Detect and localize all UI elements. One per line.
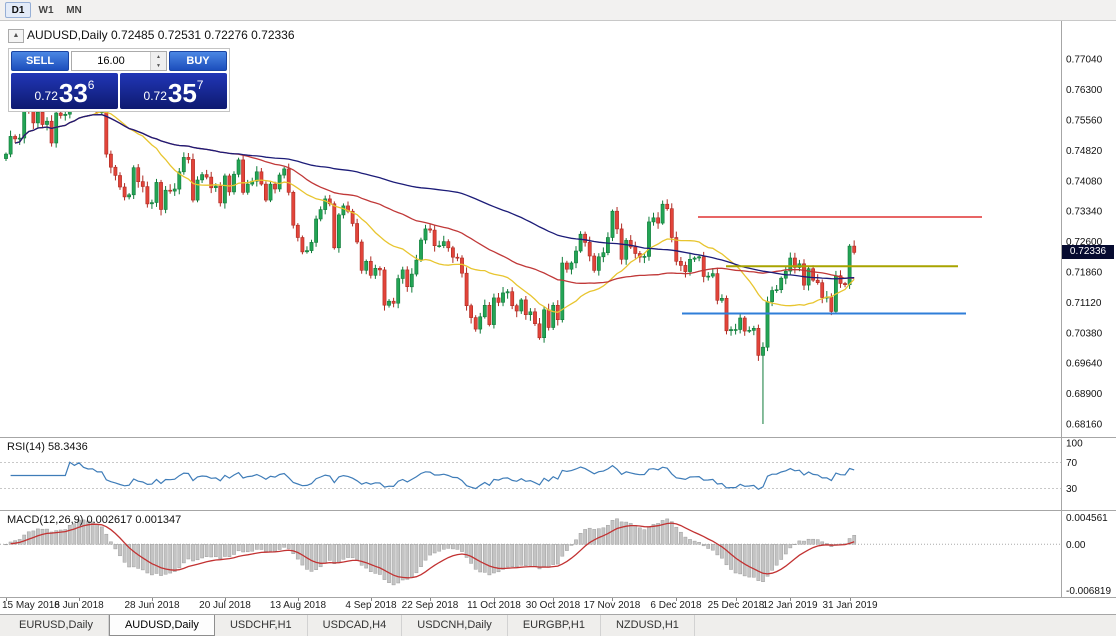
price-axis-label: 0.68160 bbox=[1066, 419, 1103, 430]
date-axis-label: 28 Jun 2018 bbox=[124, 600, 180, 611]
price-axis-label: 0.77040 bbox=[1066, 55, 1103, 66]
ma-slow-navy bbox=[14, 114, 855, 280]
date-axis[interactable]: 15 May 2018 6 Jun 2018 28 Jun 2018 20 Jul 2… bbox=[0, 597, 1116, 614]
tab-usdcnh-daily[interactable]: USDCNH,Daily bbox=[402, 615, 508, 636]
date-axis-label: 25 Dec 2018 bbox=[707, 600, 765, 611]
tab-usdchf-h1[interactable]: USDCHF,H1 bbox=[215, 615, 308, 636]
date-axis-label: 22 Sep 2018 bbox=[401, 600, 459, 611]
candlesticks bbox=[4, 70, 857, 424]
buy-price-pips: 35 bbox=[167, 78, 197, 108]
date-axis-label: 4 Sep 2018 bbox=[345, 600, 397, 611]
date-axis-label: 6 Dec 2018 bbox=[650, 600, 702, 611]
ma-fast-yellow bbox=[14, 110, 855, 313]
date-tick bbox=[790, 598, 791, 601]
rsi-axis-label: 100 bbox=[1066, 439, 1083, 450]
date-tick bbox=[736, 598, 737, 601]
timeframe-toolbar: D1 W1 MN bbox=[0, 0, 1116, 21]
sell-price-pips: 33 bbox=[58, 78, 88, 108]
timeframe-w1-button[interactable]: W1 bbox=[33, 2, 59, 18]
price-axis-label: 0.76300 bbox=[1066, 85, 1103, 96]
chart-title: AUDUSD,Daily 0.72485 0.72531 0.72276 0.7… bbox=[27, 28, 295, 42]
date-tick bbox=[298, 598, 299, 601]
date-axis-label: 31 Jan 2019 bbox=[822, 600, 878, 611]
ma-medium-red bbox=[14, 114, 855, 284]
date-tick bbox=[676, 598, 677, 601]
date-tick bbox=[494, 598, 495, 601]
date-tick bbox=[6, 598, 7, 601]
buy-price-display[interactable]: 0.72 35 7 bbox=[120, 73, 227, 109]
date-axis-label: 17 Nov 2018 bbox=[583, 600, 641, 611]
date-axis-label: 30 Oct 2018 bbox=[525, 600, 581, 611]
price-axis-label: 0.73340 bbox=[1066, 207, 1103, 218]
buy-price-point: 7 bbox=[196, 78, 204, 92]
sell-price-display[interactable]: 0.72 33 6 bbox=[11, 73, 118, 109]
buy-button[interactable]: BUY bbox=[169, 51, 227, 71]
timeframe-d1-button[interactable]: D1 bbox=[5, 2, 31, 18]
rsi-line bbox=[10, 461, 855, 491]
tab-eurgbp-h1[interactable]: EURGBP,H1 bbox=[508, 615, 601, 636]
price-chart-panel: 0.77040 0.76300 0.75560 0.74820 0.74080 0.733… bbox=[0, 21, 1116, 437]
lot-decrease-button[interactable]: ▼ bbox=[151, 61, 166, 70]
rsi-axis-label: 70 bbox=[1066, 458, 1078, 469]
rsi-label: RSI(14) 58.3436 bbox=[7, 441, 88, 453]
price-chart-canvas[interactable]: 0.77040 0.76300 0.75560 0.74820 0.74080 0.733… bbox=[0, 21, 1116, 437]
lot-size-input[interactable] bbox=[72, 52, 150, 70]
current-price-badge: 0.72336 bbox=[1062, 245, 1114, 259]
date-tick bbox=[371, 598, 372, 601]
one-click-trading-panel: SELL ▲ ▼ BUY 0.72 33 6 0.72 bbox=[8, 48, 230, 112]
tab-audusd-daily[interactable]: AUDUSD,Daily bbox=[108, 615, 215, 636]
price-axis-label: 0.69640 bbox=[1066, 359, 1103, 370]
macd-signal-line bbox=[10, 522, 855, 579]
price-axis-label: 0.74080 bbox=[1066, 176, 1103, 187]
buy-price-prefix: 0.72 bbox=[143, 89, 167, 103]
price-axis-label: 0.72600 bbox=[1066, 237, 1103, 248]
price-axis-label: 0.70380 bbox=[1066, 328, 1103, 339]
date-tick bbox=[850, 598, 851, 601]
lot-size-box: ▲ ▼ bbox=[71, 51, 167, 71]
date-tick bbox=[152, 598, 153, 601]
lot-spinner: ▲ ▼ bbox=[150, 52, 166, 70]
rsi-axis-label: 30 bbox=[1066, 484, 1078, 495]
date-axis-label: 12 Jan 2019 bbox=[762, 600, 818, 611]
macd-chart-canvas[interactable]: 0.004561 0.00 -0.006819 bbox=[0, 511, 1116, 597]
rsi-indicator-panel: 100 70 30 RSI(14) 58.3436 bbox=[0, 437, 1116, 510]
date-tick bbox=[612, 598, 613, 601]
sell-price-point: 6 bbox=[87, 78, 95, 92]
macd-label: MACD(12,26,9) 0.002617 0.001347 bbox=[7, 514, 182, 526]
date-tick bbox=[553, 598, 554, 601]
date-tick bbox=[225, 598, 226, 601]
chart-tab-bar: EURUSD,Daily AUDUSD,Daily USDCHF,H1 USDCAD,… bbox=[0, 614, 1116, 636]
tab-nzdusd-h1[interactable]: NZDUSD,H1 bbox=[601, 615, 695, 636]
price-axis-label: 0.71860 bbox=[1066, 267, 1103, 278]
date-tick bbox=[79, 598, 80, 601]
collapse-trading-panel-icon[interactable]: ▲ bbox=[8, 29, 24, 43]
date-axis-label: 6 Jun 2018 bbox=[54, 600, 104, 611]
tab-eurusd-daily[interactable]: EURUSD,Daily bbox=[4, 615, 109, 636]
date-axis-label: 15 May 2018 bbox=[2, 600, 60, 611]
date-axis-label: 13 Aug 2018 bbox=[269, 600, 327, 611]
date-axis-label: 20 Jul 2018 bbox=[199, 600, 251, 611]
price-axis-label: 0.68900 bbox=[1066, 389, 1103, 400]
price-axis-label: 0.75560 bbox=[1066, 116, 1103, 127]
macd-axis-label: -0.006819 bbox=[1066, 586, 1111, 597]
macd-indicator-panel: 0.004561 0.00 -0.006819 MACD(12,26,9) 0.00… bbox=[0, 510, 1116, 597]
sell-button[interactable]: SELL bbox=[11, 51, 69, 71]
macd-axis-label: 0.004561 bbox=[1066, 513, 1108, 524]
rsi-chart-canvas[interactable]: 100 70 30 bbox=[0, 438, 1116, 510]
date-tick bbox=[430, 598, 431, 601]
tab-usdcad-h4[interactable]: USDCAD,H4 bbox=[308, 615, 403, 636]
lot-increase-button[interactable]: ▲ bbox=[151, 52, 166, 61]
price-axis-label: 0.71120 bbox=[1066, 298, 1102, 309]
timeframe-mn-button[interactable]: MN bbox=[61, 2, 87, 18]
sell-price-prefix: 0.72 bbox=[34, 89, 58, 103]
macd-axis-label: 0.00 bbox=[1066, 540, 1086, 551]
date-axis-label: 11 Oct 2018 bbox=[467, 600, 521, 611]
price-axis-label: 0.74820 bbox=[1066, 146, 1103, 157]
